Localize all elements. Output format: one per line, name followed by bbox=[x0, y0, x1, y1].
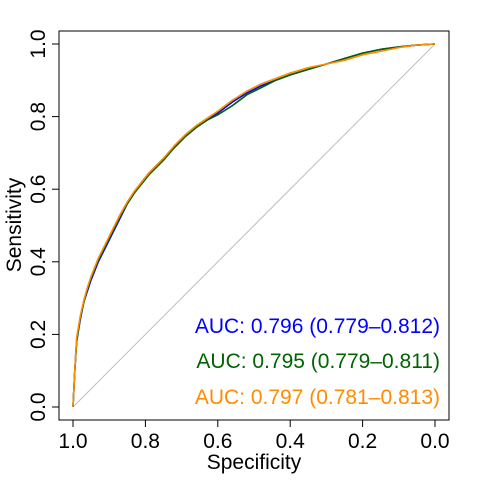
x-tick-label: 0.0 bbox=[420, 430, 449, 453]
plot-frame bbox=[58, 30, 450, 421]
y-axis-label: Sensitivity bbox=[3, 177, 26, 272]
x-tick-label: 0.2 bbox=[348, 430, 377, 453]
y-tick-label: 0.0 bbox=[27, 392, 50, 421]
x-tick-label: 0.4 bbox=[276, 430, 306, 453]
auc-label-green: AUC: 0.795 (0.779–0.811) bbox=[196, 350, 440, 373]
auc-label-orange: AUC: 0.797 (0.781–0.813) bbox=[195, 386, 440, 409]
x-axis-label: Specificity bbox=[207, 451, 302, 474]
roc-curve-orange bbox=[72, 43, 436, 408]
roc-curves bbox=[72, 43, 436, 408]
auc-legend: AUC: 0.796 (0.779–0.812) AUC: 0.795 (0.7… bbox=[195, 315, 440, 409]
reference-diagonal bbox=[72, 43, 436, 408]
auc-label-blue: AUC: 0.796 (0.779–0.812) bbox=[195, 315, 440, 338]
y-axis: 0.0 0.2 0.4 0.6 0.8 1.0 bbox=[27, 29, 59, 422]
x-axis: 1.0 0.8 0.6 0.4 0.2 0.0 bbox=[58, 420, 450, 453]
y-tick-label: 1.0 bbox=[27, 29, 50, 58]
x-tick-label: 0.8 bbox=[131, 430, 160, 453]
y-tick-label: 0.2 bbox=[27, 320, 50, 349]
x-tick-label: 0.6 bbox=[203, 430, 232, 453]
y-tick-label: 0.8 bbox=[27, 102, 50, 131]
x-tick-label: 1.0 bbox=[58, 430, 87, 453]
y-tick-label: 0.4 bbox=[27, 247, 50, 277]
y-tick-label: 0.6 bbox=[27, 175, 50, 204]
